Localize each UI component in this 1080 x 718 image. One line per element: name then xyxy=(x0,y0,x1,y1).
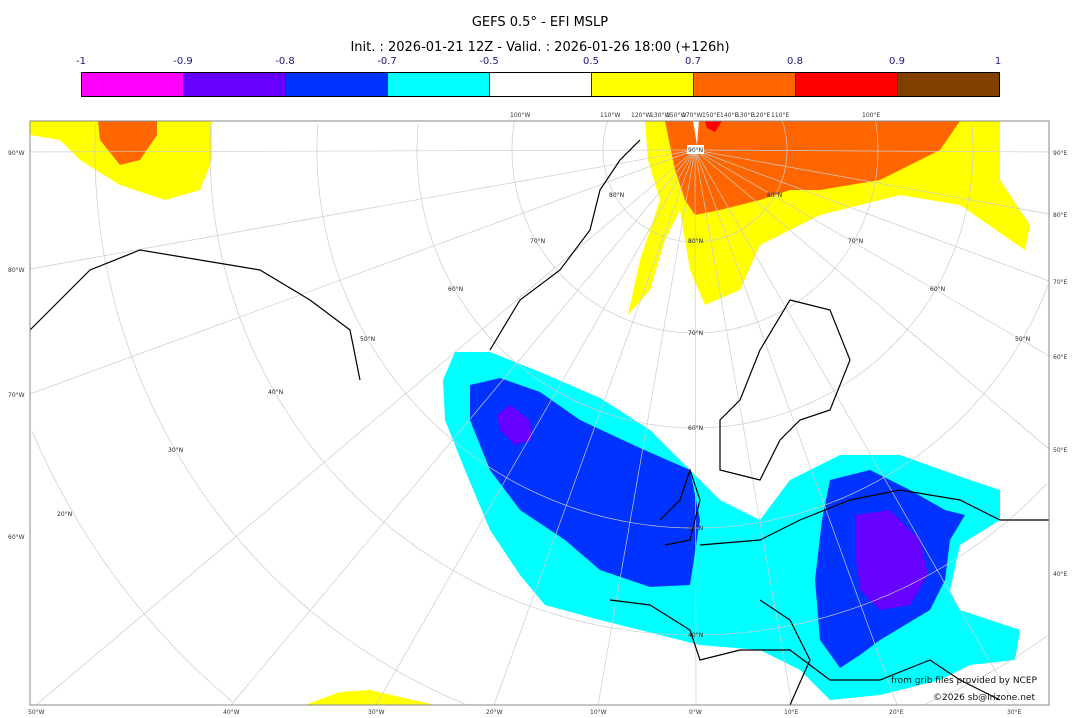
lat-label: 50°N xyxy=(360,336,375,343)
axis-label: 110°W xyxy=(600,112,620,119)
area-purple-atlantic xyxy=(497,405,532,445)
axis-label: 150°E xyxy=(702,112,720,119)
latitude-circle xyxy=(31,431,233,702)
lat-label: 50°N xyxy=(688,525,703,532)
axis-label: 40°W xyxy=(223,709,240,716)
axis-label: 60°W xyxy=(8,534,25,541)
axis-label: 140°E xyxy=(720,112,738,119)
axis-label: 20°E xyxy=(889,709,904,716)
top-axis-labels: 100°W 110°W 120°W 130°W 150°W 170°W 150°… xyxy=(510,112,880,119)
lat-label: 90°N xyxy=(688,147,703,154)
lat-label: 70°N xyxy=(848,238,863,245)
colorbar-segment xyxy=(184,73,286,96)
axis-label: 130°E xyxy=(736,112,754,119)
colorbar-segment xyxy=(82,73,184,96)
colorbar-segment xyxy=(898,73,999,96)
axis-label: 100°E xyxy=(862,112,880,119)
lat-label: 60°N xyxy=(448,286,463,293)
lat-label: 50°N xyxy=(1015,336,1030,343)
axis-label: 40°E xyxy=(1053,571,1068,578)
lat-label: 80°N xyxy=(609,192,624,199)
lat-label: 20°N xyxy=(57,511,72,518)
latitude-circle xyxy=(416,123,974,429)
map-frame xyxy=(29,120,1050,706)
colorbar-tick: 0.7 xyxy=(685,56,701,67)
axis-label: 10°W xyxy=(590,709,607,716)
axis-label: 0°W xyxy=(689,709,702,716)
lat-label: 30°N xyxy=(168,447,183,454)
latitude-circle xyxy=(602,121,788,243)
latitude-circle xyxy=(511,121,879,334)
axis-label: 150°W xyxy=(666,112,686,119)
lat-label: 70°N xyxy=(530,238,545,245)
colorbar-tick: -0.5 xyxy=(479,56,499,67)
graticule xyxy=(29,121,1050,706)
axis-label: 50°E xyxy=(1053,447,1068,454)
axis-label: 100°W xyxy=(510,112,530,119)
colorbar-tick: 0.9 xyxy=(889,56,905,67)
lat-label: 60°N xyxy=(688,425,703,432)
colorbar-tick: 0.8 xyxy=(787,56,803,67)
axis-label: 90°E xyxy=(1053,150,1068,157)
axis-label: 50°W xyxy=(28,709,45,716)
colorbar-segment xyxy=(286,73,388,96)
axis-label: 110°E xyxy=(771,112,789,119)
axis-label: 170°W xyxy=(682,112,702,119)
lat-label: 80°N xyxy=(688,238,703,245)
lat-label: 80°N xyxy=(767,192,782,199)
axis-label: 70°E xyxy=(1053,279,1068,286)
colorbar-segment xyxy=(388,73,490,96)
map-title: GEFS 0.5° - EFI MSLP xyxy=(471,15,609,30)
area-orange-arctic xyxy=(665,121,960,215)
colorbar-tick: -0.7 xyxy=(377,56,397,67)
latitude-circles xyxy=(31,121,1049,705)
axis-label: 80°W xyxy=(8,267,25,274)
colorbar-segment xyxy=(694,73,796,96)
area-yellow-south xyxy=(305,690,435,705)
right-axis-labels: 90°E 80°E 70°E 60°E 50°E 40°E xyxy=(1053,150,1068,578)
colorbar-tick: 1 xyxy=(994,56,1002,67)
map-subtitle: Init. : 2026-01-21 12Z - Valid. : 2026-0… xyxy=(350,40,730,55)
axis-label: 70°W xyxy=(8,392,25,399)
area-orange-nw xyxy=(98,121,157,165)
copyright: ©2026 sb@irizone.net xyxy=(933,693,1035,703)
colorbar-tick: 0.5 xyxy=(583,56,599,67)
lat-label: 70°N xyxy=(688,330,703,337)
axis-label: 120°E xyxy=(752,112,770,119)
coastlines xyxy=(29,139,1049,706)
colorbar-segment xyxy=(490,73,592,96)
axis-label: 30°E xyxy=(1007,709,1022,716)
axis-label: 120°W xyxy=(631,112,651,119)
axis-label: 20°W xyxy=(486,709,503,716)
data-source-credit: from grib files provided by NCEP xyxy=(891,676,1037,686)
axis-label: 30°W xyxy=(368,709,385,716)
latitude-circle xyxy=(316,123,1049,529)
lat-label: 40°N xyxy=(268,389,283,396)
colorbar xyxy=(81,72,1000,97)
lat-label: 40°N xyxy=(688,632,703,639)
colorbar-tick: -1 xyxy=(76,56,86,67)
bottom-axis-labels: 50°W 40°W 30°W 20°W 10°W 0°W 10°E 20°E 3… xyxy=(28,709,1022,716)
lat-label: 60°N xyxy=(930,286,945,293)
left-axis-labels: 90°W 80°W 70°W 60°W xyxy=(8,150,25,541)
axis-label: 130°W xyxy=(650,112,670,119)
colorbar-segment xyxy=(592,73,694,96)
axis-label: 80°E xyxy=(1053,212,1068,219)
colorbar-tick: -0.8 xyxy=(275,56,295,67)
axis-label: 10°E xyxy=(784,709,799,716)
latitude-circle xyxy=(94,123,1048,705)
colorbar-segment xyxy=(796,73,898,96)
axis-label: 90°W xyxy=(8,150,25,157)
area-red-arctic xyxy=(705,121,722,132)
colorbar-tick: -0.9 xyxy=(173,56,193,67)
latitude-circle xyxy=(209,124,1048,636)
latitude-labels: 90°N 80°N 80°N 80°N 70°N 70°N 70°N 60°N … xyxy=(57,145,1030,639)
axis-label: 60°E xyxy=(1053,354,1068,361)
